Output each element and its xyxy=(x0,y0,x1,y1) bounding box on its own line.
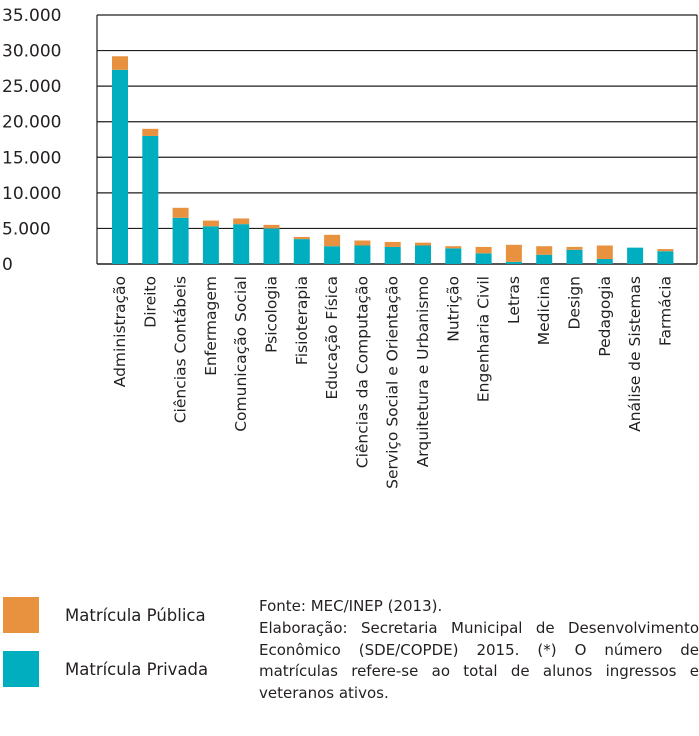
elaboration-text: Elaboração: Secretaria Municipal de Dese… xyxy=(259,618,699,702)
bar-private xyxy=(263,228,280,264)
x-tick-label: Psicologia xyxy=(263,276,281,353)
x-tick-label: Farmácia xyxy=(656,276,674,346)
bar-public xyxy=(293,236,310,240)
bar-public xyxy=(657,249,674,252)
x-tick-label: Ciências Contábeis xyxy=(172,276,190,423)
x-tick-label: Fisioterapia xyxy=(293,276,311,365)
legend-public: Matrícula Pública xyxy=(3,597,206,633)
bar-public xyxy=(505,244,522,262)
bar-private xyxy=(354,245,371,264)
bar-chart: 35.000 30.000 25.000 20.000 15.000 10.000 5.00… xyxy=(2,6,698,489)
y-tick-label: 25.000 xyxy=(2,77,61,97)
bar-private xyxy=(112,69,128,264)
y-axis-ticks: 35.000 30.000 25.000 20.000 15.000 10.000 5.00… xyxy=(2,6,61,275)
bar-private xyxy=(202,226,219,264)
bar-public xyxy=(445,246,462,249)
legend-swatch-private xyxy=(3,651,39,687)
x-tick-label: Engenharia Civil xyxy=(475,276,493,402)
grid-lines xyxy=(96,14,698,265)
legend-label-private: Matrícula Privada xyxy=(65,659,209,679)
bar-private xyxy=(293,239,310,264)
bar-public xyxy=(566,246,583,250)
x-tick-label: Arquitetura e Urbanismo xyxy=(414,276,432,467)
y-tick-label: 10.000 xyxy=(2,184,61,204)
bar-private xyxy=(505,261,522,264)
bar-public xyxy=(263,224,280,229)
source-text: Fonte: MEC/INEP (2013). xyxy=(259,597,443,615)
legend-swatch-public xyxy=(3,597,39,633)
legend-private: Matrícula Privada xyxy=(3,651,208,687)
bar-public xyxy=(142,128,159,136)
bar-private xyxy=(536,254,553,264)
x-tick-label: Análise de Sistemas xyxy=(626,276,644,432)
x-tick-label: Design xyxy=(566,276,584,330)
bar-private xyxy=(324,246,341,264)
bar-private xyxy=(233,224,250,264)
bar-public xyxy=(596,245,613,260)
bar-private xyxy=(596,259,613,264)
bar-public xyxy=(354,240,371,246)
x-tick-label: Educação Física xyxy=(323,276,341,400)
bar-private xyxy=(415,245,431,264)
x-tick-label: Nutrição xyxy=(444,276,462,342)
bar-public xyxy=(415,242,431,246)
x-tick-label: Pedagogia xyxy=(596,276,614,357)
y-tick-label: 15.000 xyxy=(2,148,61,168)
source-note: Fonte: MEC/INEP (2013). Elaboração: Secr… xyxy=(259,596,699,705)
x-tick-label: Ciências da Computação xyxy=(353,276,371,468)
legend-label-public: Matrícula Pública xyxy=(65,605,206,625)
bar-public xyxy=(202,220,219,227)
y-tick-label: 0 xyxy=(2,255,13,275)
bar-private xyxy=(172,217,189,264)
bar-private xyxy=(627,247,644,264)
y-tick-label: 5.000 xyxy=(2,219,51,239)
x-tick-label: Letras xyxy=(505,276,523,324)
bar-private xyxy=(384,246,401,264)
y-tick-label: 20.000 xyxy=(2,113,61,133)
y-tick-label: 35.000 xyxy=(2,6,61,26)
y-tick-label: 30.000 xyxy=(2,42,61,62)
x-axis-ticks: Administração Direito Ciências Contábeis En… xyxy=(111,276,674,489)
x-tick-label: Enfermagem xyxy=(202,276,220,376)
bar-public xyxy=(324,234,341,247)
bar-public xyxy=(233,218,250,225)
bar-public xyxy=(112,56,128,70)
x-tick-label: Comunicação Social xyxy=(232,276,250,432)
bar-private xyxy=(142,135,159,264)
bar-private xyxy=(566,249,583,264)
bar-public xyxy=(172,207,189,218)
x-tick-label: Serviço Social e Orientação xyxy=(384,276,402,489)
bar-public xyxy=(475,246,492,254)
bar-public xyxy=(384,241,401,247)
bar-private xyxy=(445,248,462,264)
x-tick-label: Administração xyxy=(111,276,129,387)
bar-public xyxy=(536,246,553,255)
x-tick-label: Direito xyxy=(141,276,159,328)
bars xyxy=(112,56,674,264)
bar-private xyxy=(657,251,674,264)
x-tick-label: Medicina xyxy=(535,276,553,345)
bar-private xyxy=(475,253,492,264)
